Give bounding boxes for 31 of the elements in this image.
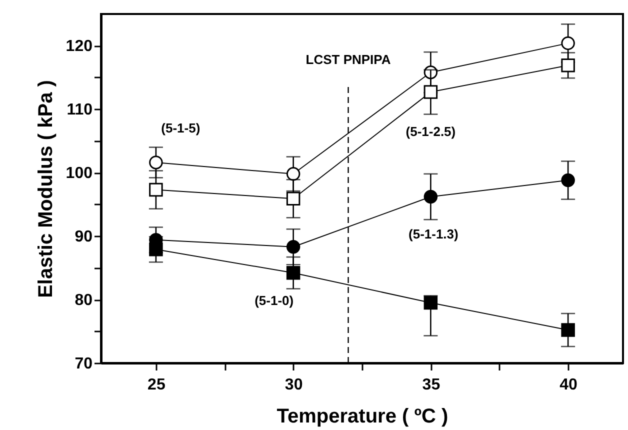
y-tick-label: 90 <box>74 228 93 246</box>
point <box>286 192 300 206</box>
point <box>286 266 300 280</box>
x-axis-title: Temperature ( ºC ) <box>276 406 448 428</box>
y-axis-title: Elastic Modulus ( kPa ) <box>34 80 57 298</box>
y-tick-label: 110 <box>66 102 93 119</box>
series-label: (5-1-5) <box>161 120 200 136</box>
point <box>149 242 163 256</box>
point <box>286 167 300 181</box>
point <box>149 156 163 170</box>
series-label: (5-1-0) <box>254 292 294 308</box>
y-tick-label: 70 <box>74 356 93 372</box>
point <box>286 240 300 254</box>
point <box>561 36 575 50</box>
x-tick-label: 40 <box>560 376 578 394</box>
y-tick-label: 80 <box>74 292 93 310</box>
point <box>424 85 438 99</box>
series-label: (5-1-2.5) <box>406 124 456 140</box>
point <box>561 323 575 337</box>
ref-line-label: LCST PNPIPA <box>306 52 392 67</box>
point <box>424 190 438 204</box>
x-tick-label: 35 <box>422 376 440 394</box>
y-tick-label: 120 <box>66 38 93 56</box>
point <box>561 173 575 188</box>
point <box>424 296 438 310</box>
y-tick-label: 100 <box>66 165 93 182</box>
point <box>561 58 575 72</box>
x-tick-label: 25 <box>148 376 166 394</box>
x-tick-label: 30 <box>284 376 303 394</box>
point <box>149 182 163 197</box>
series-label: (5-1-1.3) <box>408 226 458 242</box>
